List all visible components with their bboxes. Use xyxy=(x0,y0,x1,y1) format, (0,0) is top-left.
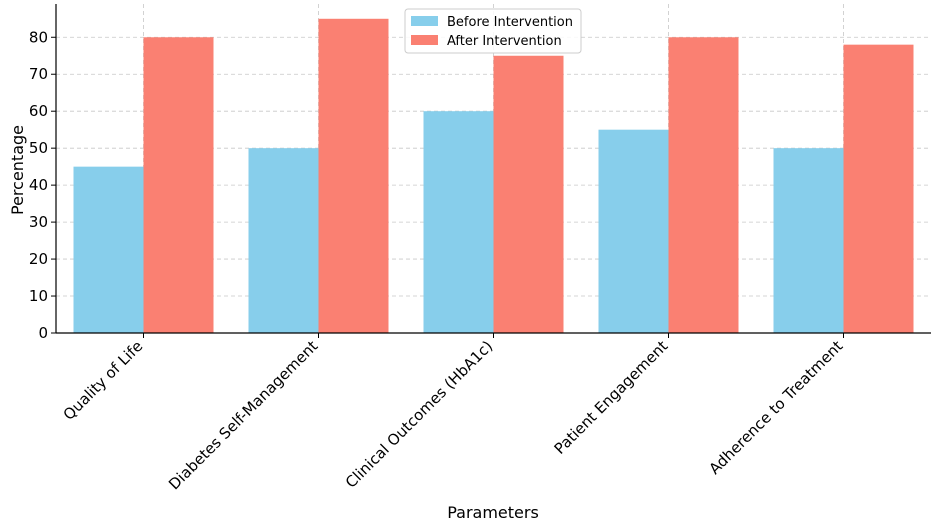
bar-after-2 xyxy=(493,55,564,333)
bar-before-3 xyxy=(598,129,669,333)
y-tick-label: 30 xyxy=(29,213,48,231)
legend: Before Intervention After Intervention xyxy=(404,8,582,54)
y-tick-label: 80 xyxy=(29,28,48,46)
legend-swatch-after xyxy=(411,35,438,45)
x-tick-label: Patient Engagement xyxy=(551,337,672,458)
x-ticks: Quality of Life Diabetes Self-Management C… xyxy=(60,333,846,493)
y-tick-label: 70 xyxy=(29,65,48,83)
legend-label-after: After Intervention xyxy=(447,34,562,49)
bar-before-2 xyxy=(423,111,494,334)
x-tick-label: Quality of Life xyxy=(60,337,147,424)
y-axis-label: Percentage xyxy=(8,125,27,215)
bar-before-4 xyxy=(773,148,844,333)
bars xyxy=(73,18,914,334)
legend-swatch-before xyxy=(411,16,438,26)
x-axis-label: Parameters xyxy=(447,503,539,522)
legend-label-before: Before Intervention xyxy=(447,15,573,30)
bar-after-1 xyxy=(318,18,389,333)
y-tick-label: 0 xyxy=(38,324,48,342)
y-tick-label: 50 xyxy=(29,139,48,157)
bar-after-0 xyxy=(143,37,214,334)
bar-before-0 xyxy=(73,166,144,333)
x-tick-label: Clinical Outcomes (HbA1c) xyxy=(342,337,496,491)
y-tick-label: 40 xyxy=(29,176,48,194)
bar-after-4 xyxy=(843,44,914,333)
legend-box xyxy=(404,8,582,54)
y-tick-label: 20 xyxy=(29,250,48,268)
x-tick-label: Adherence to Treatment xyxy=(705,337,846,478)
bar-after-3 xyxy=(668,37,739,334)
bar-before-1 xyxy=(248,148,319,333)
x-tick-label: Diabetes Self-Management xyxy=(165,337,321,493)
y-tick-label: 10 xyxy=(29,287,48,305)
y-tick-label: 60 xyxy=(29,102,48,120)
y-ticks: 0 10 20 30 40 50 60 70 80 xyxy=(29,28,56,342)
